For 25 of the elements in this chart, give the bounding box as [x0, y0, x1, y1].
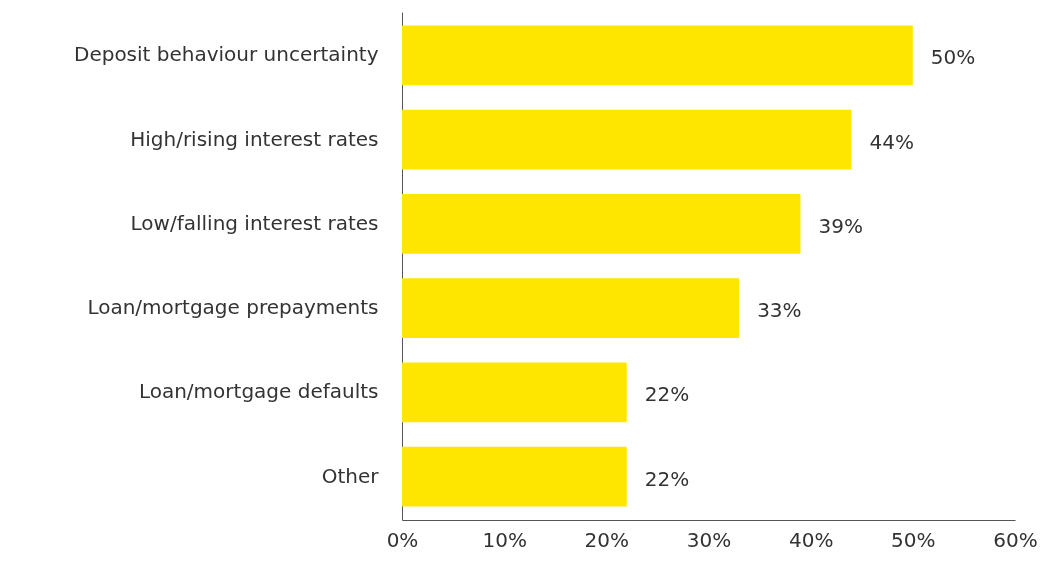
bar	[402, 362, 627, 423]
x-tick-label: 0%	[386, 527, 419, 552]
x-tick-label: 40%	[788, 527, 834, 552]
bar	[402, 109, 852, 170]
bar	[402, 25, 913, 86]
bar	[402, 193, 801, 254]
x-tick-label: 10%	[482, 527, 527, 552]
y-tick-label: Other	[321, 463, 380, 488]
y-tick-label: Loan/mortgage prepayments	[87, 295, 379, 320]
y-tick-label: Loan/mortgage defaults	[138, 379, 379, 404]
bar	[402, 446, 627, 507]
bar	[402, 278, 740, 339]
data-label: 50%	[930, 45, 976, 70]
x-tick-label: 50%	[891, 527, 936, 552]
y-tick-label: Deposit behaviour uncertainty	[73, 42, 379, 67]
data-label: 39%	[818, 213, 863, 238]
x-tick-label: 30%	[686, 527, 732, 552]
data-label: 33%	[757, 298, 802, 323]
x-tick-label: 20%	[584, 527, 630, 552]
data-label: 22%	[644, 382, 690, 407]
x-tick-label: 60%	[993, 527, 1038, 552]
data-label: 22%	[644, 466, 690, 491]
data-label: 44%	[869, 129, 914, 154]
y-tick-label: High/rising interest rates	[130, 126, 379, 151]
y-tick-label: Low/falling interest rates	[130, 210, 379, 235]
